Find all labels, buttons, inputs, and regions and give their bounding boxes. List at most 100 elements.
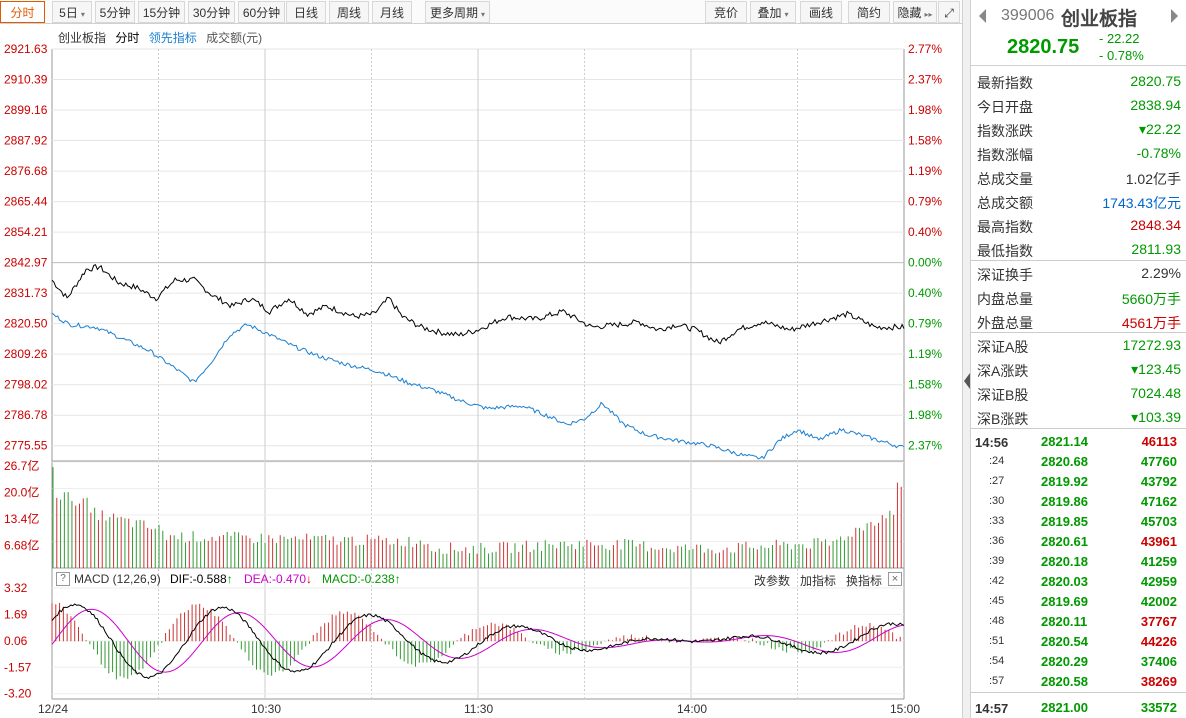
- toolbar-button-label: 竞价: [713, 6, 738, 20]
- tick-price: 2821.00: [1041, 700, 1088, 715]
- pct-tick-label: 1.98%: [908, 408, 942, 422]
- dea-arrow-icon: ↓: [306, 572, 313, 586]
- add-indicator-button[interactable]: 加指标: [800, 574, 837, 588]
- panel-splitter[interactable]: [962, 0, 970, 718]
- stat-row: 总成交量 1.02亿手: [971, 166, 1186, 190]
- quote-panel: 399006 创业板指 2820.75 - 22.22 - 0.78% 最新指数…: [970, 0, 1186, 718]
- stat-label: 指数涨跌: [977, 123, 1033, 139]
- stat-row: 最高指数 2848.34: [971, 214, 1186, 238]
- period-tab[interactable]: 5分钟: [95, 1, 135, 23]
- tick-volume: 43792: [1140, 474, 1177, 489]
- collapse-arrow-icon[interactable]: [964, 373, 970, 389]
- stat-label: 深证A股: [977, 339, 1029, 355]
- period-tab[interactable]: 周线: [329, 1, 369, 23]
- tick-price: 2819.86: [1041, 494, 1088, 509]
- period-tab[interactable]: 5日 ▾: [52, 1, 92, 23]
- stat-value: 4561万手: [1121, 315, 1181, 331]
- period-tab[interactable]: 更多周期 ▾: [425, 1, 490, 23]
- stat-label: 指数涨幅: [977, 147, 1033, 163]
- section-divider: [971, 260, 1186, 261]
- volume-tick-label: 26.7亿: [4, 458, 39, 473]
- tick-row: :42 2820.03 42959: [971, 573, 1186, 593]
- toolbar-button[interactable]: 简约: [848, 1, 890, 23]
- stat-value: 2811.93: [1131, 241, 1181, 257]
- period-tab[interactable]: 月线: [372, 1, 412, 23]
- price-tick-label: 2865.44: [4, 195, 48, 209]
- index-price-line: [51, 264, 905, 345]
- help-icon[interactable]: ?: [56, 572, 70, 586]
- tick-row: :36 2820.61 43961: [971, 533, 1186, 553]
- period-tab[interactable]: 60分钟: [238, 1, 285, 23]
- tick-price: 2819.69: [1041, 594, 1088, 609]
- period-tab[interactable]: 30分钟: [188, 1, 235, 23]
- tick-row: :57 2820.58 38269: [971, 673, 1186, 693]
- period-tab[interactable]: 分时: [0, 1, 45, 23]
- price-tick-label: 2921.63: [4, 42, 48, 56]
- tick-row: :51 2820.54 44226: [971, 633, 1186, 653]
- toolbar-button[interactable]: 画线: [800, 1, 842, 23]
- macd-dea: DEA:-0.470↓: [244, 572, 313, 586]
- price-tick-label: 2887.92: [4, 134, 48, 148]
- stat-label: 深B涨跌: [977, 411, 1029, 427]
- stat-row: 指数涨幅 -0.78%: [971, 142, 1186, 166]
- legend-name: 创业板指: [58, 31, 107, 45]
- price-tick-label: 2854.21: [4, 225, 48, 239]
- period-toolbar: 分时 5日 ▾ 5分钟 15分钟 30分钟 60分钟 日线 周线 月线 更多周期 ▾ 竞价 叠加 ▾ 画线 简约…: [0, 0, 962, 24]
- tick-row: :54 2820.29 37406: [971, 653, 1186, 673]
- close-icon[interactable]: ×: [888, 572, 902, 586]
- pct-tick-label: 1.98%: [908, 103, 942, 117]
- toolbar-button[interactable]: 叠加 ▾: [750, 1, 796, 23]
- tick-price: 2820.58: [1041, 674, 1088, 689]
- tick-row: :30 2819.86 47162: [971, 493, 1186, 513]
- stat-value: 2838.94: [1130, 97, 1181, 113]
- tick-volume: 43961: [1140, 534, 1177, 549]
- stat-row: 深B涨跌 ▾103.39: [971, 406, 1186, 430]
- tick-time: :48: [989, 615, 1005, 627]
- legend-leading[interactable]: 领先指标: [148, 31, 197, 45]
- tick-volume: 33572: [1140, 700, 1177, 715]
- toolbar-button-label: 隐藏: [897, 6, 922, 20]
- double-chevron-right-icon: ▸▸: [924, 10, 933, 19]
- macd-value: MACD:-0.238↑: [322, 572, 401, 586]
- current-price: 2820.75: [1007, 36, 1080, 58]
- next-stock-icon[interactable]: [1171, 9, 1178, 23]
- toolbar-button-label: 画线: [808, 6, 833, 20]
- expand-icon[interactable]: ⤢: [938, 1, 960, 23]
- stat-value: 5660万手: [1121, 291, 1181, 307]
- stat-value: 17272.93: [1122, 337, 1181, 353]
- tick-volume: 44226: [1140, 634, 1177, 649]
- swap-indicator-button[interactable]: 换指标: [846, 574, 883, 588]
- chart-legend: 创业板指 分时 领先指标 成交额(元): [58, 29, 268, 46]
- price-tick-label: 2876.68: [4, 164, 48, 178]
- tick-volume: 46113: [1141, 434, 1177, 449]
- period-tab-label: 分时: [10, 6, 35, 20]
- tick-row: 14:57 2821.00 33572: [971, 699, 1186, 718]
- period-tab[interactable]: 15分钟: [138, 1, 185, 23]
- stat-label: 总成交额: [977, 195, 1033, 211]
- tick-time: :27: [989, 475, 1005, 487]
- prev-stock-icon[interactable]: [979, 9, 986, 23]
- toolbar-button[interactable]: 竞价: [705, 1, 747, 23]
- dea-line: [51, 608, 905, 673]
- stat-row: 指数涨跌 ▾22.22: [971, 118, 1186, 142]
- tick-row: 14:56 2821.14 46113: [971, 433, 1186, 453]
- stat-value: 2820.75: [1130, 73, 1181, 89]
- tick-time: :30: [989, 495, 1005, 507]
- tick-price: 2820.68: [1041, 454, 1088, 469]
- tick-volume: 37406: [1140, 654, 1177, 669]
- stock-code: 399006: [1001, 7, 1055, 24]
- price-tick-label: 2798.02: [4, 378, 48, 392]
- period-tab[interactable]: 日线: [286, 1, 326, 23]
- stat-value: ▾103.39: [1131, 409, 1181, 425]
- dif-arrow-icon: ↑: [226, 572, 233, 586]
- intraday-chart[interactable]: 2921.63 2.77% 2910.39 2.37% 2899.16 1.98% 2887…: [0, 24, 962, 718]
- toolbar-button[interactable]: 隐藏 ▸▸: [893, 1, 937, 23]
- change-params-button[interactable]: 改参数: [754, 574, 791, 588]
- tick-price: 2819.92: [1041, 474, 1088, 489]
- tick-volume: 45703: [1140, 514, 1177, 529]
- macd-tick-label: 1.69: [4, 607, 28, 621]
- stat-value: 1743.43亿元: [1102, 195, 1181, 211]
- volume-tick-label: 6.68亿: [4, 538, 39, 553]
- stat-row: 外盘总量 4561万手: [971, 310, 1186, 334]
- tick-price: 2821.14: [1041, 434, 1088, 449]
